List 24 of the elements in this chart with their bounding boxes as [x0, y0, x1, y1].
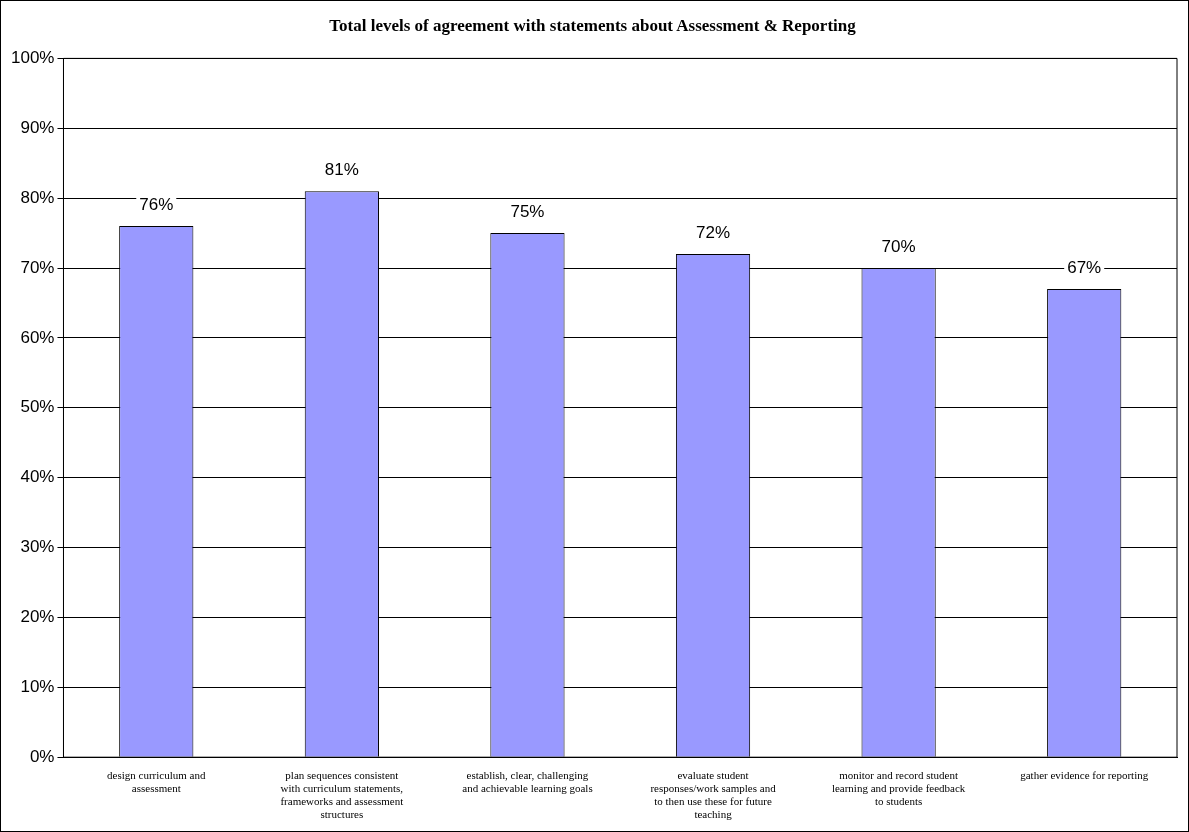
x-tick-label: plan sequences consistent with curriculum statements, frameworks and assessment structures — [280, 768, 404, 821]
data-label: 75% — [510, 202, 545, 222]
x-tick-label: design curriculum and assessment — [107, 768, 206, 794]
data-label: 76% — [139, 195, 174, 215]
y-tick-label: 20% — [20, 607, 55, 627]
x-tick-label: monitor and record student learning and provide feedback to students — [831, 768, 966, 808]
y-tick-label: 60% — [20, 327, 55, 347]
y-tick-label: 10% — [20, 677, 55, 697]
y-tick-label: 70% — [20, 257, 55, 277]
y-tick-label: 100% — [11, 48, 55, 68]
x-tick-label: establish, clear, challenging and achievable learning goals — [462, 768, 593, 794]
y-tick-label: 80% — [20, 187, 55, 207]
y-tick-label: 90% — [20, 117, 55, 137]
data-label: 70% — [881, 237, 916, 257]
y-tick-label: 30% — [20, 537, 55, 557]
y-tick-label: 40% — [20, 467, 55, 487]
data-label: 72% — [696, 223, 731, 243]
y-tick-label: 50% — [20, 397, 55, 417]
chart-title: Total levels of agreement with statements about Assessment & Reporting — [329, 15, 857, 35]
y-tick-label: 0% — [29, 746, 55, 766]
data-label: 81% — [324, 160, 359, 180]
x-tick-label: gather evidence for reporting — [1020, 768, 1149, 781]
data-label: 67% — [1067, 258, 1102, 278]
x-tick-label: evaluate student responses/work samples and to then use these for future teaching — [650, 768, 777, 821]
